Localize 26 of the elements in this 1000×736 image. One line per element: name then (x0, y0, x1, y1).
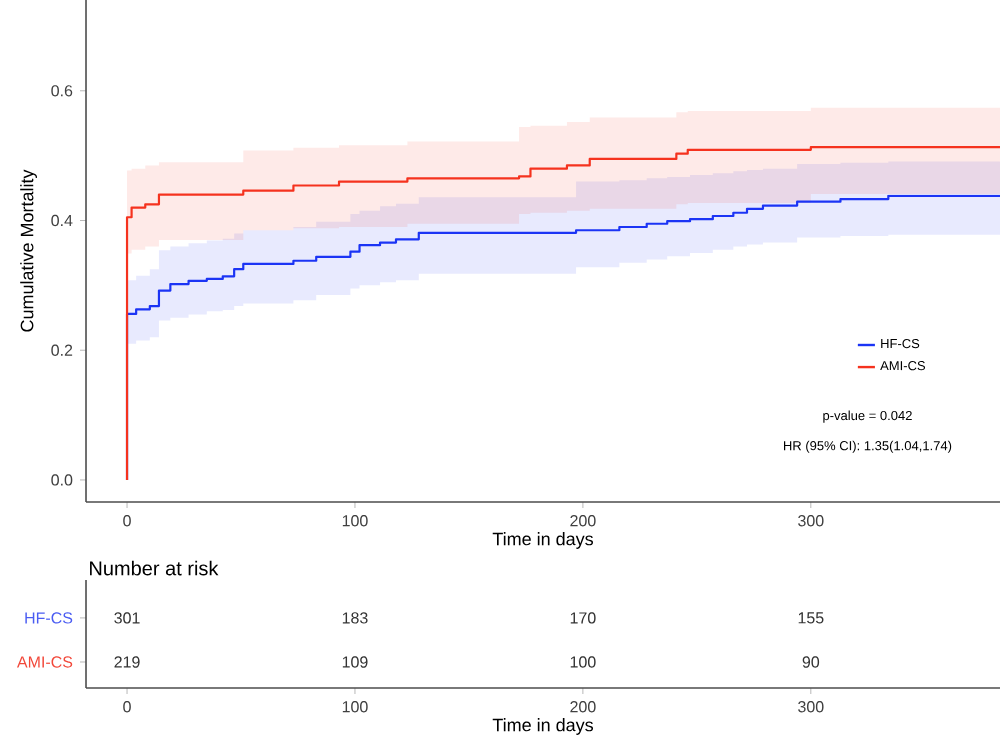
x-tick-label: 0 (123, 515, 131, 527)
y-axis-title: Cumulative Mortality (20, 169, 37, 332)
x-tick-label: 300 (798, 515, 824, 527)
x-tick-label: 0 (123, 701, 131, 713)
data-label: 109 (342, 656, 368, 668)
y-tick-label: AMI-CS (16, 656, 73, 668)
data-label: 90 (802, 656, 820, 668)
data-label: 170 (570, 612, 596, 624)
data-label: 183 (342, 612, 368, 624)
y-tick-label: 0.6 (51, 85, 73, 97)
y-tick-label: 0.2 (51, 344, 73, 356)
x-axis-title: Time in days (492, 532, 594, 549)
y-tick-label: 0.4 (51, 214, 73, 227)
data-label: 219 (114, 656, 140, 668)
x-tick-label: 100 (342, 515, 368, 527)
x-tick-label: 300 (798, 701, 824, 713)
y-tick-label: 0.0 (51, 474, 73, 486)
x-tick-label: 200 (570, 515, 596, 527)
data-label: 155 (798, 612, 824, 624)
x-axis-title: Time in days (492, 718, 594, 735)
data-label: 100 (570, 656, 596, 668)
data-label: 301 (114, 612, 140, 624)
x-tick-label: 100 (342, 701, 368, 713)
y-tick-label: HF-CS (25, 612, 73, 624)
x-tick-label: 200 (570, 701, 596, 713)
chart-title: Number at risk (90, 560, 219, 576)
